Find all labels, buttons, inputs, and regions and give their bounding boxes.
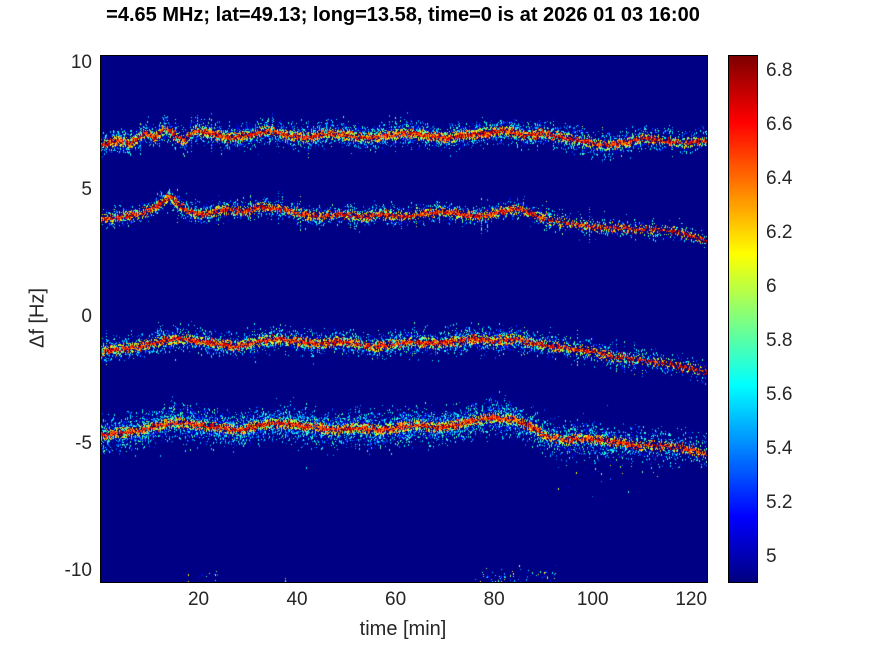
chart-title: =4.65 MHz; lat=49.13; long=13.58, time=0… xyxy=(106,4,700,26)
plot-area-frame xyxy=(100,55,708,583)
colorbar-tick-label: 6.8 xyxy=(766,60,793,82)
x-tick-label: 120 xyxy=(675,589,708,610)
colorbar-tick-label: 5.2 xyxy=(766,491,793,513)
x-tick-label: 80 xyxy=(483,589,505,610)
y-tick-label: -10 xyxy=(64,559,92,581)
colorbar-canvas xyxy=(729,56,757,582)
colorbar-tick-label: 6.4 xyxy=(766,168,793,190)
colorbar-tick-label: 5.8 xyxy=(766,329,793,351)
colorbar-frame xyxy=(728,55,758,583)
x-axis-label: time [min] xyxy=(359,618,447,640)
x-tick-label: 40 xyxy=(286,589,308,610)
colorbar-tick-label: 5 xyxy=(766,545,777,567)
y-tick-label: 10 xyxy=(70,51,92,73)
colorbar-tick-label: 6.2 xyxy=(766,222,793,244)
x-tick-label: 60 xyxy=(385,589,407,610)
x-tick-label: 20 xyxy=(187,589,210,610)
colorbar-tick-label: 6.6 xyxy=(766,114,793,136)
y-tick-label: -5 xyxy=(75,432,92,454)
colorbar-tick-label: 5.6 xyxy=(766,383,793,405)
y-axis-label: Δf [Hz] xyxy=(26,287,49,349)
x-tick-label: 100 xyxy=(576,589,609,610)
colorbar-tick-label: 5.4 xyxy=(766,437,793,459)
colorbar-tick-label: 6 xyxy=(766,275,777,297)
spectrogram-canvas xyxy=(101,56,707,582)
y-tick-label: 5 xyxy=(81,178,92,200)
